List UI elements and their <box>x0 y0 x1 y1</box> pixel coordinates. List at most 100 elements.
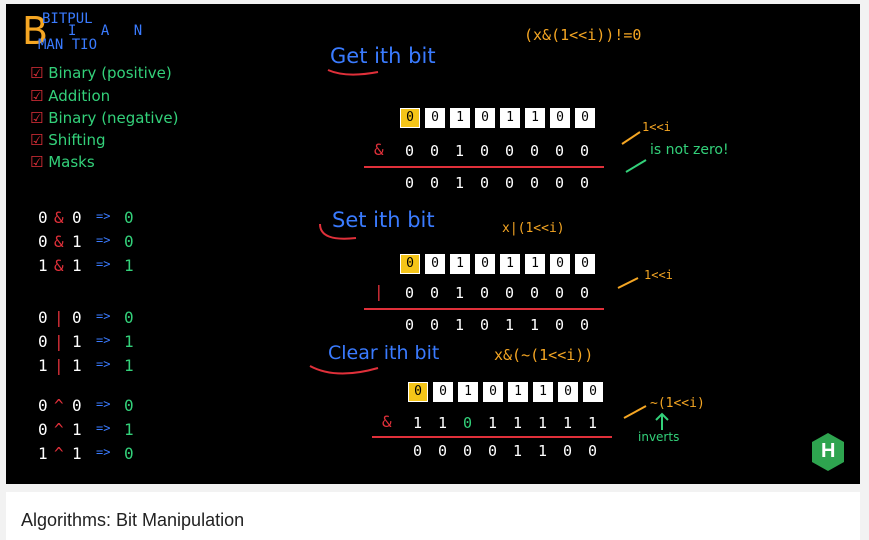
mask-bit: 0 <box>505 142 515 160</box>
video-frame[interactable]: B BITPUL I A N MAN TIO ☑ Binary (positiv… <box>6 4 860 484</box>
mask-bit: 0 <box>530 284 540 302</box>
caption-bar: Algorithms: Bit Manipulation <box>6 492 860 540</box>
truth-table-cell: | <box>54 356 64 375</box>
logo-icon <box>812 433 844 471</box>
checklist-item: ☑ Masks <box>30 153 95 171</box>
result-bit: 0 <box>463 442 473 460</box>
result-bit: 0 <box>530 174 540 192</box>
bit-cell: 0 <box>400 254 420 274</box>
result-bit: 0 <box>505 174 515 192</box>
result-bit: 0 <box>413 442 423 460</box>
get-formula: (x&(1<<i))!=0 <box>524 26 642 44</box>
mask-bit: 0 <box>430 284 440 302</box>
truth-table-cell: 0 <box>72 208 82 227</box>
bit-cell: 0 <box>558 382 578 402</box>
result-bit: 0 <box>430 174 440 192</box>
mask-bit: 1 <box>455 284 465 302</box>
truth-table-cell: 0 <box>38 208 48 227</box>
truth-table-cell: 0 <box>124 232 134 251</box>
truth-table-cell: 0 <box>124 208 134 227</box>
truth-table-cell: 0 <box>38 396 48 415</box>
truth-table-cell: 0 <box>124 308 134 327</box>
checklist-item: ☑ Shifting <box>30 131 106 149</box>
truth-table-cell: 1 <box>72 420 82 439</box>
truth-table-cell: 1 <box>72 232 82 251</box>
bit-cell: 1 <box>533 382 553 402</box>
mask-bit: 1 <box>413 414 423 432</box>
truth-table-cell: 1 <box>38 256 48 275</box>
bit-cell: 0 <box>550 108 570 128</box>
mask-bit: 0 <box>405 142 415 160</box>
result-bit: 0 <box>405 174 415 192</box>
bit-cell: 0 <box>475 108 495 128</box>
set-mask-note: 1<<i <box>644 268 673 282</box>
truth-table-cell: & <box>54 256 64 275</box>
clear-invert-note: inverts <box>638 430 680 444</box>
result-bit: 0 <box>480 316 490 334</box>
truth-table-cell: 1 <box>72 332 82 351</box>
mask-bit: 0 <box>505 284 515 302</box>
result-bit: 0 <box>555 316 565 334</box>
truth-table-cell: ^ <box>54 420 64 439</box>
sum-line <box>372 436 612 438</box>
truth-table-cell: | <box>54 332 64 351</box>
truth-table-cell: => <box>96 257 111 271</box>
truth-table-cell: => <box>96 421 111 435</box>
truth-table-cell: 0 <box>38 420 48 439</box>
truth-table-cell: => <box>96 333 111 347</box>
mask-bit: 0 <box>405 284 415 302</box>
mask-bit: 1 <box>455 142 465 160</box>
truth-table-cell: 0 <box>38 332 48 351</box>
truth-table-cell: 1 <box>72 356 82 375</box>
bit-cell: 0 <box>425 108 445 128</box>
title-line-3: MAN TIO <box>38 37 98 53</box>
mask-bit: 1 <box>513 414 523 432</box>
sum-line <box>364 308 604 310</box>
truth-table-cell: => <box>96 309 111 323</box>
bit-cell: 0 <box>433 382 453 402</box>
annotation-strokes <box>309 69 669 430</box>
bit-cell: 0 <box>550 254 570 274</box>
set-heading: Set ith bit <box>332 208 435 232</box>
result-bit: 1 <box>513 442 523 460</box>
bit-cell: 0 <box>400 108 420 128</box>
operator-symbol: | <box>374 282 384 301</box>
sum-line <box>364 166 604 168</box>
result-bit: 0 <box>588 442 598 460</box>
mask-bit: 1 <box>538 414 548 432</box>
truth-table-cell: 1 <box>124 420 134 439</box>
set-formula: x|(1<<i) <box>502 221 565 236</box>
result-bit: 0 <box>488 442 498 460</box>
video-title[interactable]: Algorithms: Bit Manipulation <box>21 510 245 530</box>
truth-table-cell: => <box>96 357 111 371</box>
truth-table-cell: 0 <box>38 308 48 327</box>
checklist-item: ☑ Binary (positive) <box>30 64 172 82</box>
bit-cell: 0 <box>575 108 595 128</box>
truth-table-cell: => <box>96 397 111 411</box>
result-bit: 0 <box>480 174 490 192</box>
result-bit: 1 <box>455 316 465 334</box>
truth-table-cell: ^ <box>54 396 64 415</box>
title-line-2: I A N <box>68 23 151 39</box>
checklist-item: ☑ Binary (negative) <box>30 109 179 127</box>
operator-symbol: & <box>374 140 384 159</box>
result-bit: 0 <box>405 316 415 334</box>
get-result-note: is not zero! <box>650 142 729 158</box>
truth-table-cell: => <box>96 233 111 247</box>
truth-table-cell: 1 <box>38 356 48 375</box>
mask-bit: 1 <box>438 414 448 432</box>
logo-letter: H <box>821 440 836 462</box>
mask-bit: 0 <box>480 284 490 302</box>
truth-table-cell: 1 <box>72 444 82 463</box>
mask-bit: 1 <box>588 414 598 432</box>
bit-cell: 0 <box>575 254 595 274</box>
result-bit: 0 <box>430 316 440 334</box>
truth-table-cell: 1 <box>124 356 134 375</box>
clear-mask-note: ~(1<<i) <box>650 396 705 411</box>
bit-cell: 1 <box>450 254 470 274</box>
truth-table-cell: 0 <box>38 232 48 251</box>
bit-cell: 1 <box>458 382 478 402</box>
result-bit: 1 <box>505 316 515 334</box>
get-heading: Get ith bit <box>330 44 436 68</box>
bit-cell: 0 <box>483 382 503 402</box>
